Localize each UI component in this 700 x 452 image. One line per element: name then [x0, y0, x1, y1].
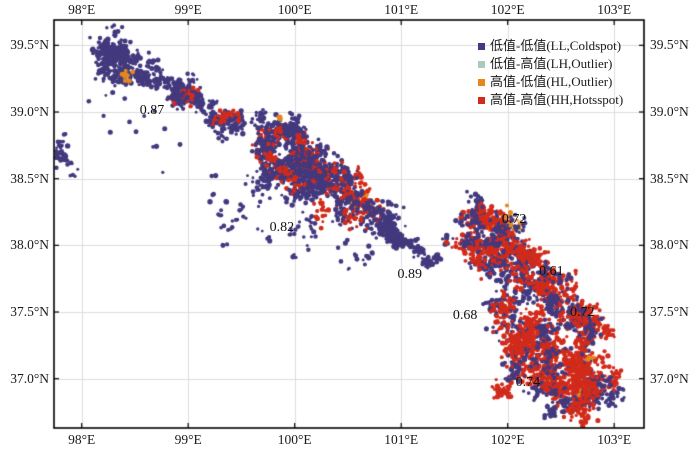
legend-swatch-hh-icon — [478, 96, 485, 104]
legend-item: 高值-高值(HH,Hotsspot) — [478, 91, 623, 109]
legend-item: 高值-低值(HL,Outlier) — [478, 73, 623, 91]
legend-item: 低值-高值(LH,Outlier) — [478, 55, 623, 73]
legend-label: 低值-高值(LH,Outlier) — [490, 56, 613, 71]
legend-swatch-hl-icon — [478, 78, 485, 86]
legend-label: 低值-低值(LL,Coldspot) — [490, 38, 622, 53]
legend-label: 高值-低值(HL,Outlier) — [490, 74, 613, 89]
legend-swatch-ll-icon — [478, 42, 485, 50]
legend-swatch-lh-icon — [478, 60, 485, 68]
legend-label: 高值-高值(HH,Hotsspot) — [490, 92, 624, 107]
legend-item: 低值-低值(LL,Coldspot) — [478, 37, 623, 55]
legend: 低值-低值(LL,Coldspot) 低值-高值(LH,Outlier) 高值-低值… — [478, 37, 623, 109]
